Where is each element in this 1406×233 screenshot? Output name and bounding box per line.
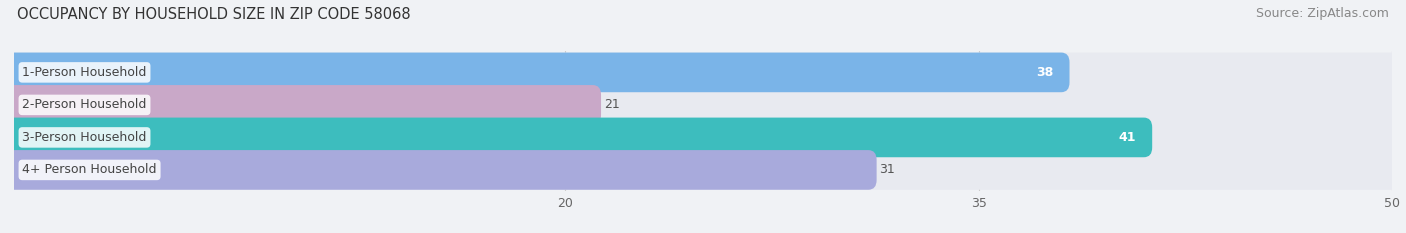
- FancyBboxPatch shape: [6, 150, 1400, 190]
- Text: Source: ZipAtlas.com: Source: ZipAtlas.com: [1256, 7, 1389, 20]
- Text: 4+ Person Household: 4+ Person Household: [22, 163, 157, 176]
- Text: 21: 21: [603, 98, 620, 111]
- Text: 31: 31: [879, 163, 896, 176]
- Text: 41: 41: [1118, 131, 1136, 144]
- Text: 38: 38: [1036, 66, 1053, 79]
- FancyBboxPatch shape: [6, 85, 1400, 125]
- FancyBboxPatch shape: [6, 118, 1152, 157]
- Text: OCCUPANCY BY HOUSEHOLD SIZE IN ZIP CODE 58068: OCCUPANCY BY HOUSEHOLD SIZE IN ZIP CODE …: [17, 7, 411, 22]
- FancyBboxPatch shape: [6, 150, 876, 190]
- Text: 3-Person Household: 3-Person Household: [22, 131, 146, 144]
- Text: 1-Person Household: 1-Person Household: [22, 66, 146, 79]
- FancyBboxPatch shape: [6, 53, 1070, 92]
- FancyBboxPatch shape: [6, 118, 1400, 157]
- FancyBboxPatch shape: [6, 53, 1400, 92]
- FancyBboxPatch shape: [6, 85, 600, 125]
- Text: 2-Person Household: 2-Person Household: [22, 98, 146, 111]
